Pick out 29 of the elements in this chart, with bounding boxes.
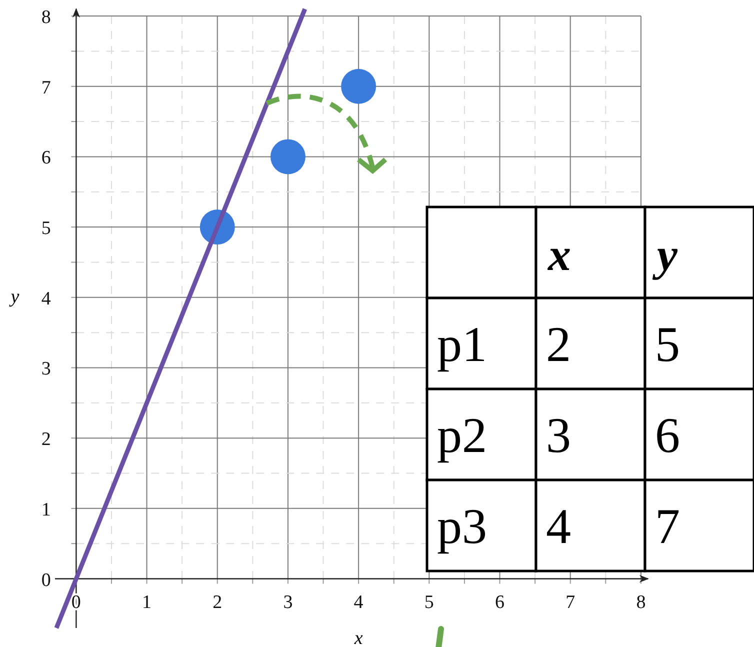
data-label: 7 [655, 498, 680, 554]
x-tick-label: 1 [142, 592, 152, 613]
x-tick-label: 8 [636, 592, 646, 613]
y-tick-label: 7 [41, 77, 51, 98]
x-tick-label: 5 [424, 592, 434, 613]
y-tick-label: 0 [41, 570, 51, 591]
y-tick-label: 8 [41, 7, 51, 28]
y-tick-label: 3 [41, 358, 51, 380]
x-axis-title: x [353, 628, 364, 647]
data-label: 6 [655, 407, 680, 463]
x-tick-label: 2 [212, 592, 222, 613]
point [270, 139, 306, 174]
y-tick-label: 1 [41, 499, 51, 520]
data-label: 5 [655, 316, 680, 372]
y-tick-label: 4 [41, 288, 52, 310]
data-label: 4 [546, 498, 571, 554]
x-tick-label: 6 [495, 592, 504, 613]
x-tick-label: 3 [283, 592, 293, 613]
data-label: 2 [546, 316, 571, 372]
data-label: 3 [546, 407, 571, 463]
y-tick-label: 2 [41, 429, 51, 450]
point [341, 68, 376, 104]
x-tick-label: 4 [354, 592, 364, 613]
y-tick-label: p2 [437, 407, 487, 463]
y-tick-label: p3 [437, 498, 487, 554]
y-axis-title: y [8, 286, 20, 308]
x-tick-label: 7 [566, 592, 576, 613]
y-tick-label: 6 [41, 148, 51, 169]
y-tick-label: p1 [437, 316, 487, 372]
